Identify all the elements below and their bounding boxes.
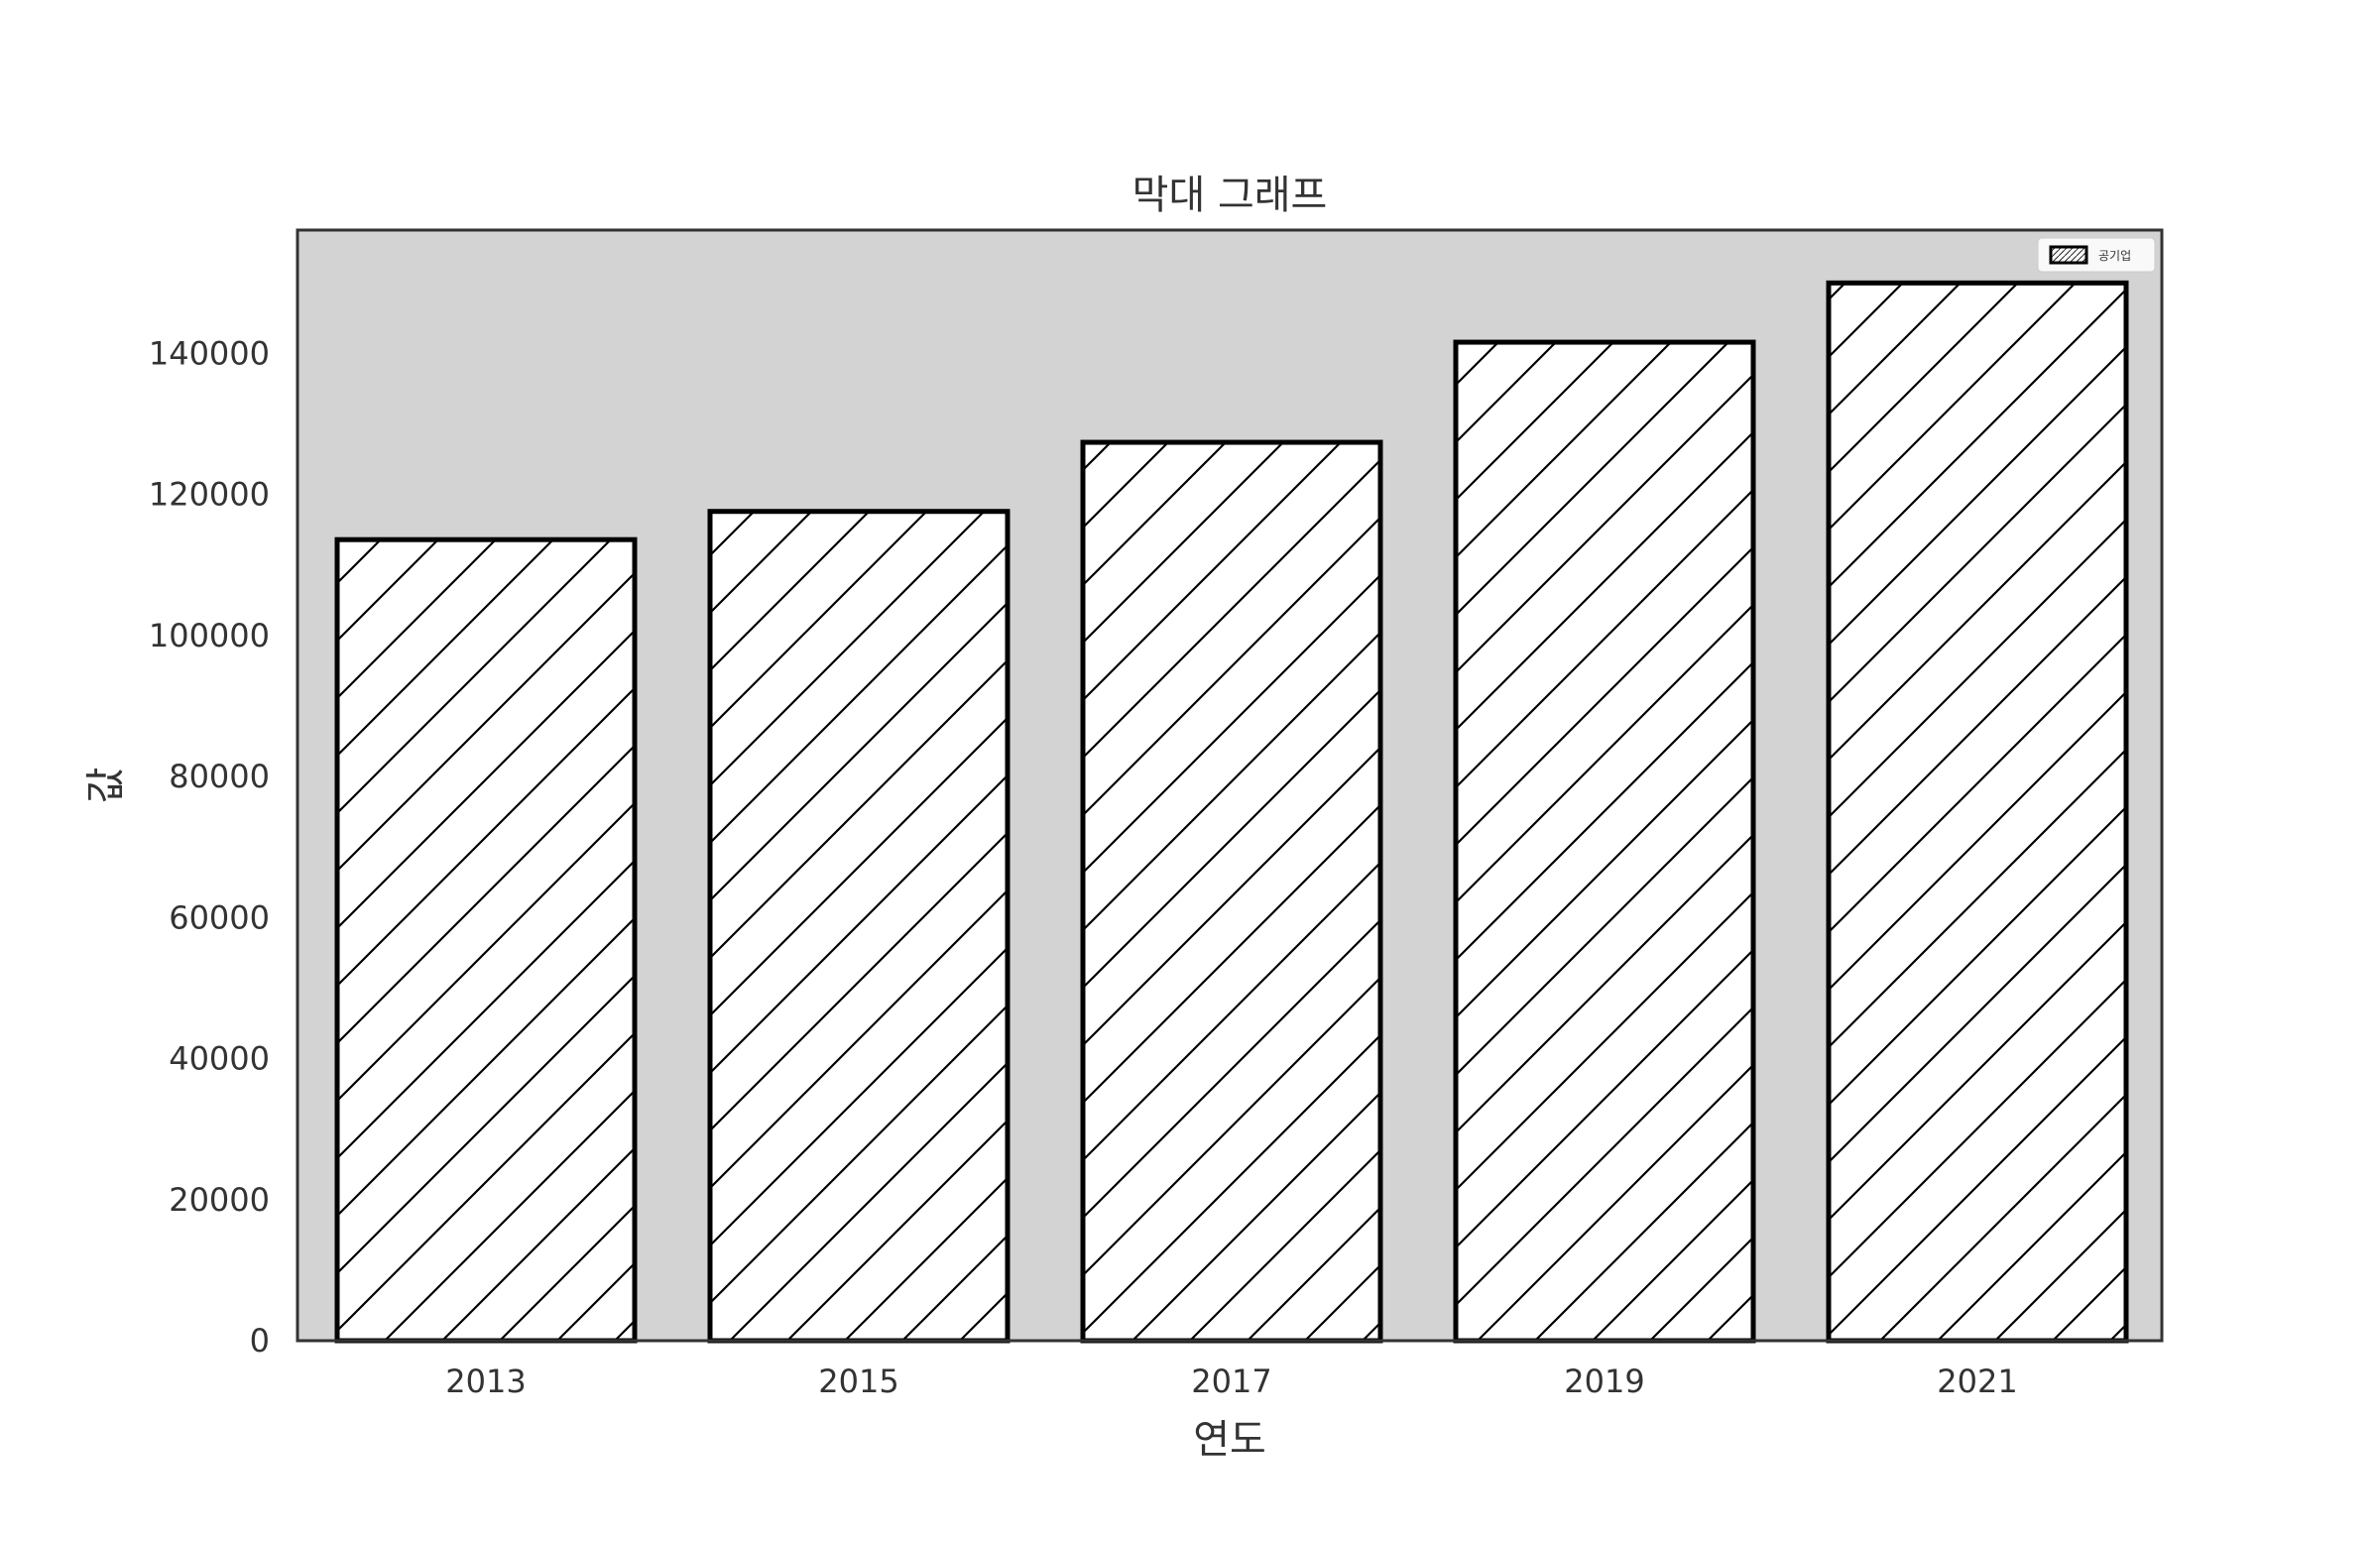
bar-hatch-2015 [707, 509, 1011, 1344]
plot-frame [296, 228, 2164, 1343]
bars [334, 280, 2129, 1344]
y-tick-label: 0 [250, 1322, 270, 1360]
y-tick-label: 60000 [169, 898, 270, 936]
y-tick-label: 80000 [169, 758, 270, 795]
x-tick-label: 2013 [445, 1363, 526, 1400]
x-tick-label: 2021 [1937, 1363, 2017, 1400]
y-tick-label: 20000 [169, 1181, 270, 1219]
bar-hatch-2017 [1080, 439, 1383, 1344]
bar-hatch-2021 [1826, 280, 2129, 1344]
x-axis-title: 연도 [1193, 1417, 1266, 1463]
bar-hatch-2013 [334, 536, 638, 1344]
y-tick-label: 140000 [149, 334, 270, 372]
bar-hatch-2019 [1453, 339, 1756, 1344]
legend-swatch [2049, 245, 2088, 265]
y-axis-ticks: 0 20000 40000 60000 80000 100000 120000 140000 [149, 334, 270, 1360]
chart-title: 막대 그래프 [1132, 173, 1328, 218]
x-axis-ticks: 2013 2015 2017 2019 2021 [445, 1363, 2017, 1400]
y-tick-label: 120000 [149, 476, 270, 514]
y-tick-label: 100000 [149, 617, 270, 654]
x-tick-label: 2015 [818, 1363, 898, 1400]
y-axis-title: 값 [83, 768, 129, 804]
legend-label-공기업: 공기업 [2098, 249, 2131, 263]
legend: 공기업 [2037, 237, 2156, 273]
x-tick-label: 2017 [1191, 1363, 1271, 1400]
y-tick-label: 40000 [169, 1040, 270, 1078]
x-tick-label: 2019 [1564, 1363, 1644, 1400]
